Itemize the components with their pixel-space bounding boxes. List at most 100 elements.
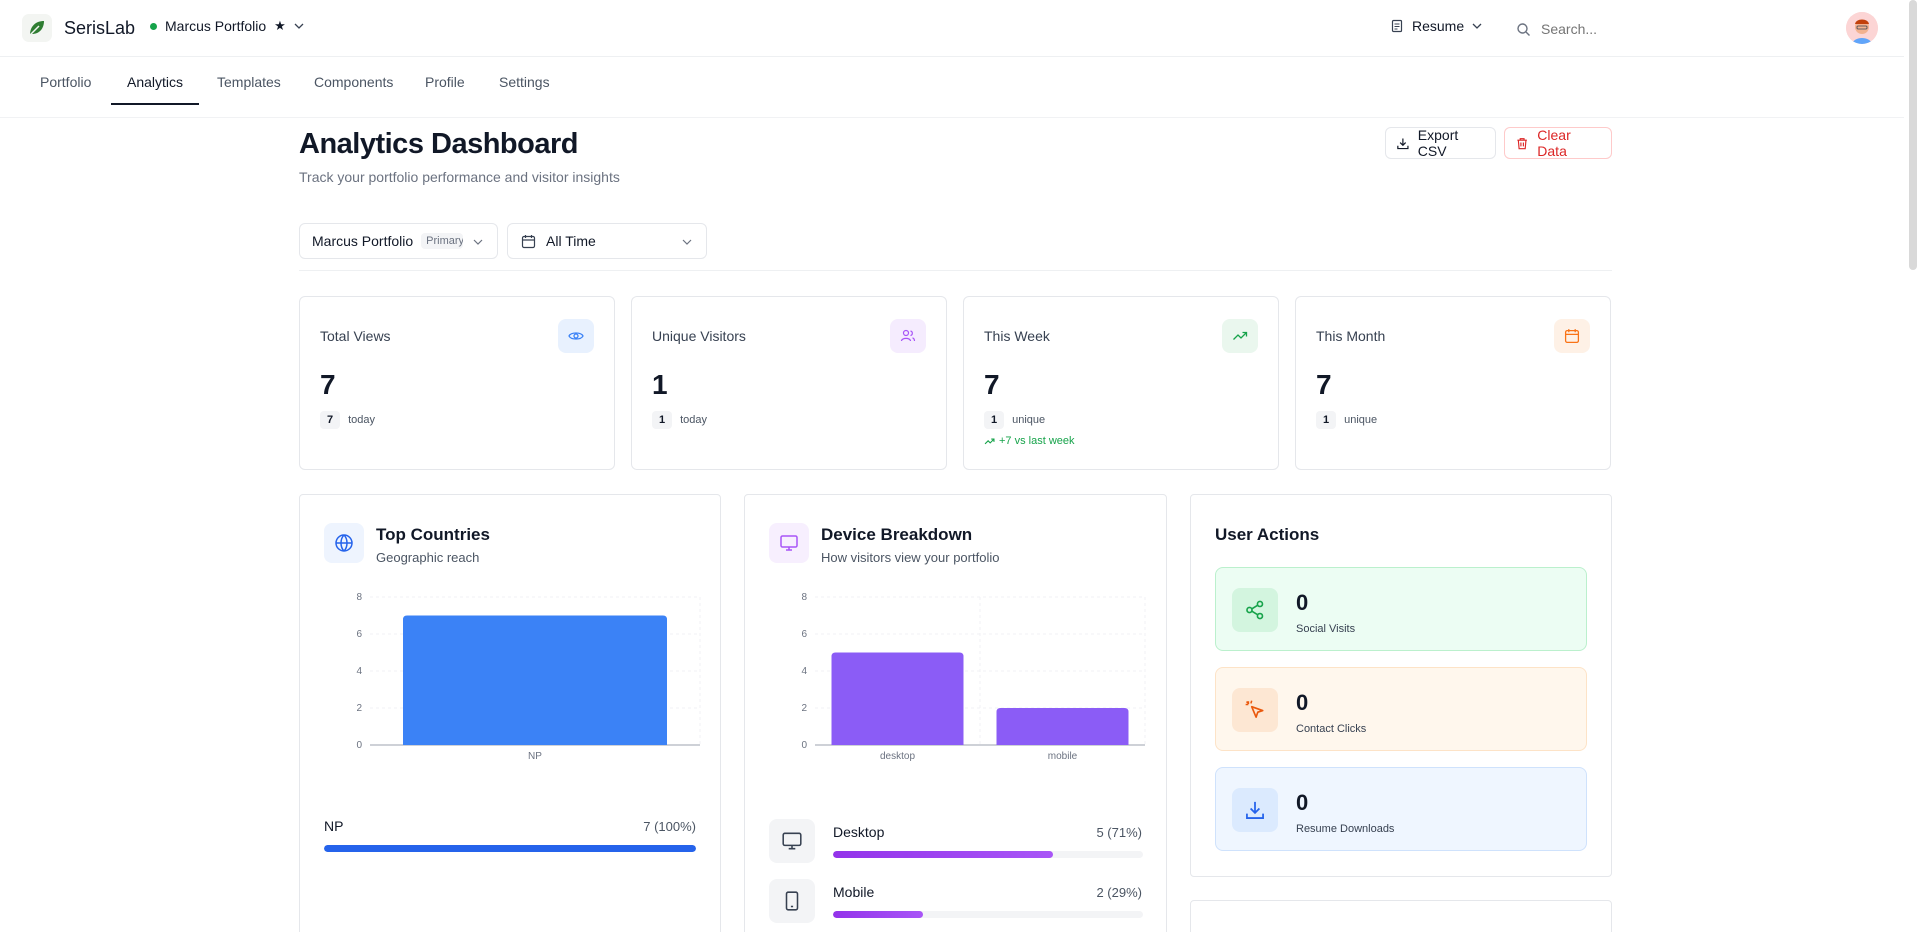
time-range-value: All Time: [546, 233, 596, 249]
brand[interactable]: SerisLab: [22, 14, 135, 42]
scrollbar-thumb[interactable]: [1909, 0, 1917, 270]
portfolio-switcher[interactable]: Marcus Portfolio ★: [150, 18, 304, 34]
chevron-down-icon[interactable]: [294, 21, 304, 31]
stat-label: Unique Visitors: [652, 328, 746, 344]
user-actions-panel: User Actions 0 Social Visits 0 Contact C…: [1190, 494, 1612, 877]
document-icon: [1391, 19, 1403, 33]
device-progress-fill: [833, 911, 923, 918]
action-card-resume-downloads: 0 Resume Downloads: [1215, 767, 1587, 851]
stat-card-total-views: Total Views 7 7 today: [299, 296, 615, 470]
star-icon[interactable]: ★: [274, 18, 286, 33]
search-box[interactable]: [1504, 13, 1824, 45]
users-icon: [890, 319, 926, 353]
page-title: Analytics Dashboard: [299, 128, 578, 160]
action-card-social-visits: 0 Social Visits: [1215, 567, 1587, 651]
clear-data-button[interactable]: Clear Data: [1504, 127, 1612, 159]
calendar-icon: [521, 234, 536, 248]
tab-templates[interactable]: Templates: [217, 73, 281, 90]
section-divider: [299, 270, 1612, 271]
stat-sub: 1 unique: [984, 411, 1045, 429]
y-tick-label: 0: [356, 740, 362, 751]
tab-components[interactable]: Components: [314, 73, 394, 90]
tab-profile[interactable]: Profile: [425, 73, 465, 90]
country-progress-fill: [324, 845, 696, 852]
country-value: 7 (100%): [643, 819, 696, 834]
y-tick-label: 4: [801, 666, 807, 677]
stat-value: 7: [320, 369, 336, 400]
portfolio-select[interactable]: Marcus Portfolio Primary: [299, 223, 498, 259]
download-icon: [1232, 788, 1278, 832]
chevron-down-icon: [682, 239, 692, 245]
x-tick-label: mobile: [1048, 751, 1078, 762]
y-tick-label: 0: [801, 740, 807, 751]
export-csv-button[interactable]: Export CSV: [1385, 127, 1496, 159]
chevron-down-icon: [1472, 23, 1482, 29]
panel-subtitle: How visitors view your portfolio: [821, 550, 1000, 565]
share-icon: [1232, 588, 1278, 632]
device-label: Desktop: [833, 824, 885, 840]
tab-portfolio[interactable]: Portfolio: [40, 73, 92, 90]
trash-icon: [1517, 137, 1527, 149]
desktop-icon: [769, 819, 815, 863]
top-bar: SerisLab Marcus Portfolio ★ Resume: [0, 0, 1904, 57]
device-value: 2 (29%): [1096, 885, 1142, 900]
action-value: 0: [1296, 590, 1309, 615]
panel-title: User Actions: [1215, 525, 1320, 544]
y-tick-label: 2: [356, 703, 362, 714]
stat-value: 1: [652, 369, 668, 400]
stat-value: 7: [984, 369, 1000, 400]
stat-card-unique-visitors: Unique Visitors 1 1 today: [631, 296, 947, 470]
top-countries-panel: Top Countries Geographic reach 0 2 4 6 8 NP N…: [299, 494, 721, 932]
clear-data-label: Clear Data: [1537, 127, 1571, 159]
y-tick-label: 6: [356, 629, 362, 640]
country-progress: [324, 845, 696, 852]
primary-badge: Primary: [421, 233, 464, 249]
stat-label: This Month: [1316, 328, 1386, 344]
page-scrollbar[interactable]: [1904, 0, 1920, 932]
device-progress: [833, 911, 1143, 918]
chevron-down-icon: [473, 239, 483, 245]
resume-dropdown[interactable]: Resume: [1390, 18, 1482, 34]
device-breakdown-panel: Device Breakdown How visitors view your …: [744, 494, 1167, 932]
user-avatar[interactable]: [1846, 12, 1878, 44]
brand-name: SerisLab: [64, 17, 136, 38]
device-value: 5 (71%): [1096, 825, 1142, 840]
trending-up-icon: [984, 438, 995, 444]
stat-label: This Week: [984, 328, 1050, 344]
tab-analytics[interactable]: Analytics: [110, 58, 200, 105]
status-dot-icon: [150, 22, 157, 30]
stat-chip: 1: [1316, 411, 1337, 429]
action-value: 0: [1296, 790, 1309, 815]
x-tick-label: desktop: [880, 751, 915, 762]
device-progress-fill: [833, 851, 1054, 858]
search-input[interactable]: [1541, 21, 1801, 37]
y-tick-label: 6: [801, 629, 807, 640]
globe-icon: [324, 523, 364, 563]
stat-sub: 1 today: [652, 411, 707, 429]
device-label: Mobile: [833, 884, 875, 900]
action-card-contact-clicks: 0 Contact Clicks: [1215, 667, 1587, 751]
stat-sub-label: today: [680, 414, 708, 426]
page-subtitle: Track your portfolio performance and vis…: [299, 169, 620, 185]
y-tick-label: 8: [801, 592, 807, 603]
y-tick-label: 8: [356, 592, 362, 603]
portfolio-name: Marcus Portfolio: [165, 18, 267, 34]
calendar-icon: [1554, 319, 1590, 353]
bar: [831, 652, 964, 745]
device-progress: [833, 851, 1143, 858]
countries-bar-chart: 0 2 4 6 8 NP: [356, 592, 701, 762]
portfolio-select-value: Marcus Portfolio: [312, 233, 414, 249]
tab-settings[interactable]: Settings: [499, 73, 550, 90]
action-label: Contact Clicks: [1296, 723, 1367, 735]
action-value: 0: [1296, 690, 1309, 715]
action-label: Social Visits: [1296, 623, 1356, 635]
stat-sub: 7 today: [320, 411, 375, 429]
panel-title: Top Countries: [376, 525, 490, 544]
stat-card-this-week: This Week 7 1 unique +7 vs last week: [963, 296, 1279, 470]
export-csv-label: Export CSV: [1417, 127, 1459, 159]
stat-chip: 1: [984, 411, 1005, 429]
stat-sub: 1 unique: [1316, 411, 1377, 429]
time-range-select[interactable]: All Time: [507, 223, 707, 259]
stat-sub-label: unique: [1012, 414, 1046, 426]
bar: [996, 708, 1129, 745]
